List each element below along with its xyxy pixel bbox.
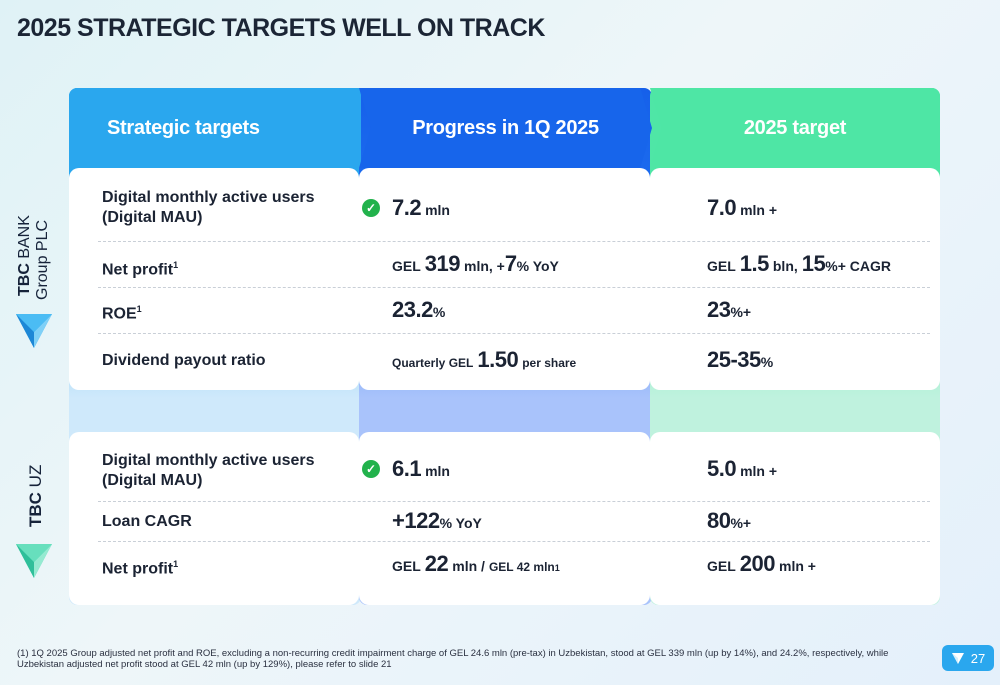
uz-progress-net-profit: GEL 22 mln / GEL 42 mln 1 <box>392 551 560 576</box>
uz-target-card <box>650 432 940 605</box>
side-label-group-plc: Group PLC <box>34 219 51 300</box>
group-target-net-profit: GEL 1.5 bln, 15 %+ CAGR <box>707 251 891 276</box>
uz-row-label-digital-mau: Digital monthly active users (Digital MA… <box>102 452 315 489</box>
uz-target-loan-cagr: 80 %+ <box>707 508 752 533</box>
uz-progress-loan-cagr: +122 % YoY <box>392 508 482 533</box>
group-row-label-dividend: Dividend payout ratio <box>102 352 266 369</box>
side-label-group: TBC BANK <box>16 215 34 296</box>
check-icon: ✓ <box>362 460 380 478</box>
tbc-uz-logo-icon <box>16 544 52 578</box>
uz-targets-card <box>69 432 359 605</box>
side-label-uz-bold: TBC <box>26 492 45 527</box>
page-number-badge: 27 <box>942 645 994 671</box>
tbc-logo-icon <box>951 653 964 664</box>
group-progress-net-profit: GEL 319 mln, + 7 % YoY <box>392 251 559 276</box>
side-label-uz-regular: UZ <box>26 464 45 488</box>
page-title: 2025 STRATEGIC TARGETS WELL ON TRACK <box>17 14 545 42</box>
uz-row-label-net-profit: Net profit1 <box>102 559 179 578</box>
side-label-group-regular: BANK <box>16 215 33 259</box>
header-strategic-targets: Strategic targets <box>69 88 361 168</box>
side-label-uz: TBC UZ <box>26 465 46 527</box>
group-progress-dividend: Quarterly GEL 1.50 per share <box>392 347 577 372</box>
tbc-bank-logo-icon <box>16 314 52 348</box>
check-icon: ✓ <box>362 199 380 217</box>
uz-row-label-loan-cagr: Loan CAGR <box>102 513 192 530</box>
group-targets-card <box>69 168 359 390</box>
row-divider <box>98 333 930 334</box>
side-label-group-bold: TBC <box>16 263 33 296</box>
row-divider <box>98 287 930 288</box>
group-row-label-net-profit: Net profit1 <box>102 260 179 279</box>
group-progress-digital-mau: 7.2 mln <box>392 195 450 220</box>
group-row-label-digital-mau: Digital monthly active users (Digital MA… <box>102 189 315 226</box>
header-2025-target: 2025 target <box>650 88 940 168</box>
row-divider <box>98 501 930 502</box>
group-target-digital-mau: 7.0 mln + <box>707 195 778 220</box>
group-target-roe: 23 %+ <box>707 297 752 322</box>
uz-progress-card <box>359 432 650 605</box>
uz-progress-digital-mau: 6.1 mln <box>392 456 450 481</box>
group-row-label-roe: ROE1 <box>102 304 142 323</box>
group-target-card <box>650 168 940 390</box>
group-progress-roe: 23.2 % <box>392 297 446 322</box>
uz-target-net-profit: GEL 200 mln + <box>707 551 816 576</box>
row-divider <box>98 241 930 242</box>
uz-target-digital-mau: 5.0 mln + <box>707 456 778 481</box>
header-progress: Progress in 1Q 2025 <box>359 88 652 168</box>
row-divider <box>98 541 930 542</box>
group-target-dividend: 25-35 % <box>707 347 774 372</box>
page-number: 27 <box>970 650 986 666</box>
group-progress-card <box>359 168 650 390</box>
footnote: (1) 1Q 2025 Group adjusted net profit an… <box>17 648 889 670</box>
